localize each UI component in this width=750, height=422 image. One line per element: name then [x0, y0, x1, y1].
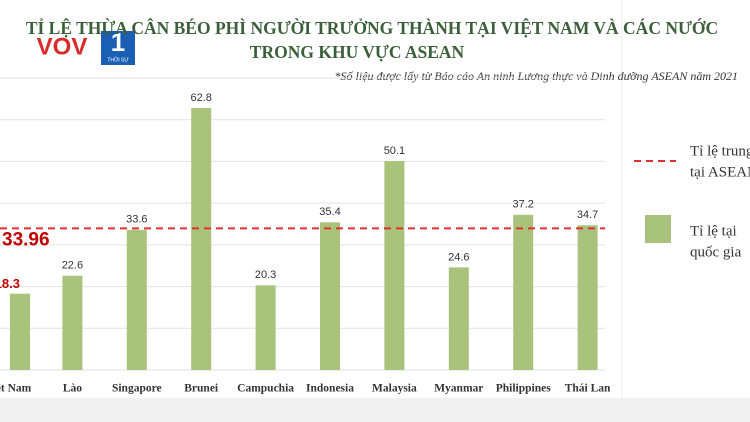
- value-label: 34.7: [577, 209, 598, 221]
- bar: [513, 214, 534, 370]
- bar: [320, 222, 340, 370]
- chart-note: *Số liệu được lấy từ Báo cáo An ninh Lươ…: [335, 69, 738, 83]
- x-tick-label: Malaysia: [372, 383, 417, 395]
- logo-caption: THỜI SỰ: [107, 56, 129, 63]
- x-tick-label: Campuchia: [237, 383, 294, 395]
- x-tick-label: Brunei: [184, 383, 219, 395]
- value-label: 50.1: [384, 145, 405, 157]
- x-tick-label: Việt Nam: [0, 383, 32, 395]
- bar: [191, 108, 212, 370]
- x-tick-label: Philippines: [496, 383, 551, 395]
- footer-strip: [0, 398, 750, 422]
- bar: [255, 285, 276, 370]
- value-label: 37.2: [512, 199, 533, 211]
- logo-number: 1: [111, 27, 125, 57]
- x-tick-label: Thái Lan: [565, 383, 611, 395]
- logo: VOV 1 THỜI SỰ: [37, 27, 135, 65]
- bar: [577, 225, 598, 370]
- logo-box: [101, 31, 135, 65]
- legend-text: Tỉ lệ tại: [690, 223, 737, 239]
- legend-text: Tỉ lệ trung bình: [690, 143, 750, 159]
- chart-subtitle: TRONG KHU VỰC ASEAN: [250, 42, 465, 62]
- logo-brand: VOV: [37, 33, 88, 60]
- bar: [62, 275, 83, 370]
- value-label: 24.6: [448, 251, 469, 263]
- value-label: 33.6: [126, 214, 147, 226]
- legend-text: quốc gia: [690, 244, 742, 260]
- value-label: 22.6: [62, 260, 83, 272]
- average-label: 33.96: [2, 229, 50, 250]
- bar: [384, 161, 405, 370]
- value-label: 62.8: [190, 92, 211, 104]
- x-tick-label: Singapore: [112, 383, 162, 395]
- chart-title: TỈ LỆ THỪA CÂN BÉO PHÌ NGƯỜI TRƯỞNG THÀN…: [26, 18, 718, 38]
- value-label: 18.3: [0, 276, 20, 291]
- x-tick-label: Myanmar: [434, 383, 483, 395]
- x-tick-label: Lào: [63, 383, 82, 395]
- x-tick-label: Indonesia: [306, 383, 354, 395]
- bar: [126, 229, 147, 370]
- legend-swatch: [645, 215, 671, 243]
- bar: [448, 267, 469, 370]
- legend-text: tại ASEAN: [690, 164, 750, 180]
- value-label: 20.3: [255, 269, 276, 281]
- value-label: 35.4: [319, 206, 340, 218]
- bar: [10, 293, 30, 370]
